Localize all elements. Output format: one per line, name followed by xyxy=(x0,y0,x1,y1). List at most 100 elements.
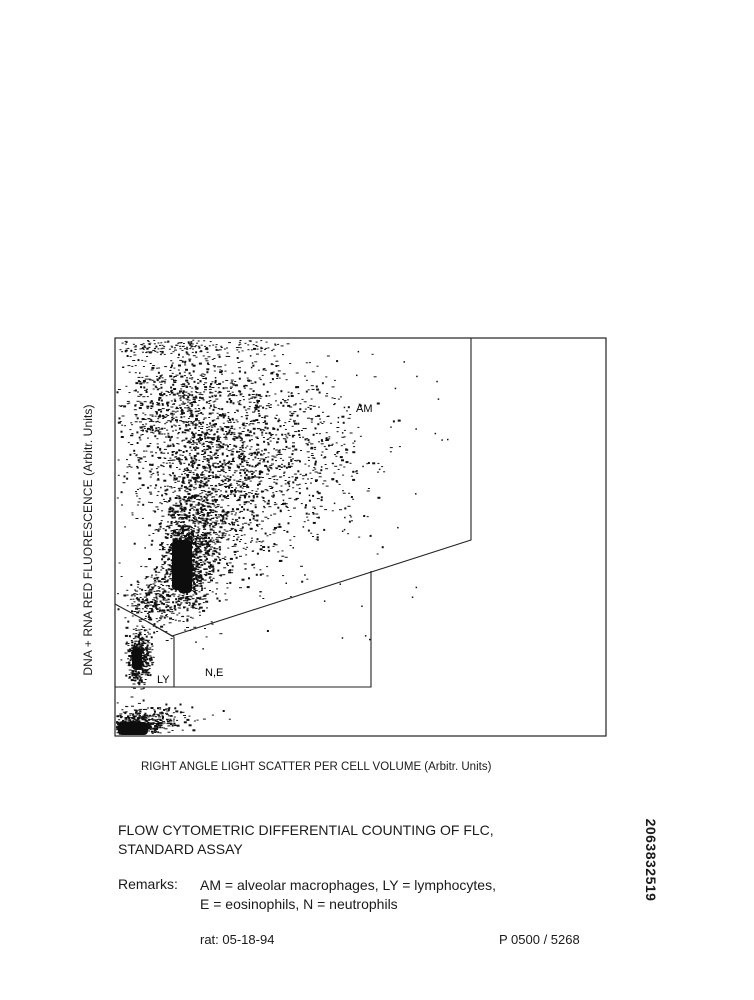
scatter-point xyxy=(201,450,204,452)
scatter-point xyxy=(165,414,168,415)
scatter-point xyxy=(206,607,208,609)
scatter-point xyxy=(243,387,246,389)
scatter-point xyxy=(251,514,254,516)
scatter-point xyxy=(348,492,351,494)
scatter-point xyxy=(158,523,161,525)
scatter-point xyxy=(185,525,189,527)
scatter-point xyxy=(180,518,183,520)
scatter-point xyxy=(348,520,351,523)
scatter-point xyxy=(254,506,257,509)
scatter-point xyxy=(174,425,177,427)
scatter-point xyxy=(198,585,201,587)
scatter-point xyxy=(170,588,173,591)
scatter-point xyxy=(156,728,158,730)
scatter-point xyxy=(147,351,150,353)
scatter-point xyxy=(289,414,293,416)
scatter-point xyxy=(236,482,238,484)
scatter-point xyxy=(168,546,172,549)
scatter-point xyxy=(206,368,210,371)
scatter-point xyxy=(197,511,199,514)
scatter-point xyxy=(257,369,260,371)
scatter-point xyxy=(191,431,194,434)
scatter-point xyxy=(197,434,201,436)
scatter-point xyxy=(158,604,160,605)
scatter-point xyxy=(130,444,134,445)
scatter-point xyxy=(193,626,197,628)
scatter-point xyxy=(214,466,217,469)
scatter-point xyxy=(182,396,185,398)
scatter-point xyxy=(198,546,202,548)
scatter-point xyxy=(191,343,194,345)
scatter-point xyxy=(159,525,162,528)
scatter-point xyxy=(200,517,203,520)
scatter-point xyxy=(238,370,241,373)
scatter-point xyxy=(221,453,224,456)
scatter-point xyxy=(316,539,319,541)
scatter-point xyxy=(285,379,288,381)
scatter-point xyxy=(233,434,236,436)
scatter-point xyxy=(299,460,301,463)
scatter-point xyxy=(158,715,160,717)
scatter-point xyxy=(202,399,205,401)
scatter-point xyxy=(194,391,197,393)
scatter-point xyxy=(182,592,185,594)
scatter-point xyxy=(125,717,128,719)
scatter-point xyxy=(202,378,206,379)
scatter-point xyxy=(261,432,264,434)
scatter-point xyxy=(142,343,145,345)
scatter-point xyxy=(314,463,317,466)
scatter-point xyxy=(206,514,209,516)
scatter-point xyxy=(225,530,229,532)
scatter-point xyxy=(239,446,242,448)
scatter-point xyxy=(188,525,191,527)
scatter-point xyxy=(160,569,163,571)
scatter-point xyxy=(141,662,144,664)
scatter-point xyxy=(195,510,199,512)
scatter-point xyxy=(179,454,182,456)
scatter-point xyxy=(184,606,187,608)
scatter-point xyxy=(236,410,239,412)
scatter-point xyxy=(140,645,143,647)
scatter-point xyxy=(206,427,209,428)
scatter-point xyxy=(137,635,140,637)
scatter-point xyxy=(272,545,275,547)
scatter-point xyxy=(196,447,200,449)
scatter-point xyxy=(158,396,162,399)
scatter-point xyxy=(139,593,142,595)
scatter-point xyxy=(272,348,275,350)
scatter-point xyxy=(197,534,199,537)
scatter-point xyxy=(211,358,214,360)
scatter-point xyxy=(200,585,203,587)
scatter-point xyxy=(176,451,178,454)
scatter-point xyxy=(167,601,171,603)
scatter-point xyxy=(180,413,184,415)
scatter-point xyxy=(207,572,211,575)
scatter-point xyxy=(275,467,279,469)
scatter-point xyxy=(168,564,171,567)
scatter-point xyxy=(219,414,222,416)
scatter-point xyxy=(149,379,153,381)
scatter-point xyxy=(243,459,246,462)
scatter-point xyxy=(160,384,163,386)
scatter-point xyxy=(223,436,226,438)
scatter-point xyxy=(136,674,139,676)
scatter-point xyxy=(195,519,199,521)
scatter-point xyxy=(201,519,204,521)
scatter-point xyxy=(142,715,145,717)
scatter-point xyxy=(219,490,222,492)
scatter-point xyxy=(225,477,229,479)
scatter-point xyxy=(154,570,157,573)
scatter-point xyxy=(198,362,202,365)
scatter-point xyxy=(164,489,167,492)
scatter-point xyxy=(287,522,290,525)
scatter-point xyxy=(120,659,123,661)
scatter-point xyxy=(282,438,286,440)
scatter-point xyxy=(216,556,219,558)
scatter-point xyxy=(191,463,195,465)
scatter-point xyxy=(238,427,241,429)
scatter-point xyxy=(171,532,174,535)
scatter-point xyxy=(205,524,208,526)
scatter-point xyxy=(321,451,324,453)
scatter-point xyxy=(146,604,149,607)
scatter-point xyxy=(185,500,188,503)
